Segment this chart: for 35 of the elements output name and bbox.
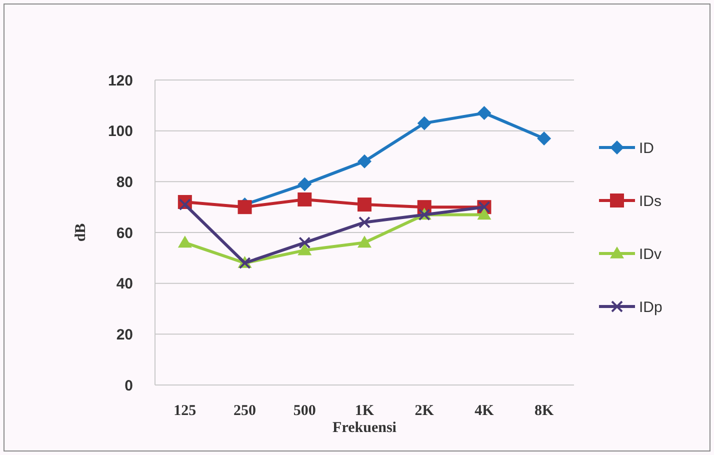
- x-tick-label: 125: [174, 403, 196, 419]
- point: [298, 177, 312, 192]
- y-tick-label: 120: [108, 72, 133, 90]
- point: [358, 198, 372, 212]
- y-tick-label: 100: [108, 123, 133, 140]
- x-tick-label: 2K: [414, 403, 434, 419]
- point: [298, 243, 312, 256]
- x-tick-label: 1K: [354, 403, 374, 419]
- legend-label: IDp: [639, 298, 662, 316]
- legend-label: ID: [639, 140, 654, 157]
- x-tick-label: 500: [293, 403, 316, 419]
- point: [298, 236, 311, 249]
- point: [477, 106, 492, 120]
- point: [477, 208, 492, 220]
- point: [298, 192, 312, 206]
- legend-label: IDs: [639, 192, 662, 210]
- point: [358, 216, 370, 228]
- y-tick-label: 40: [116, 276, 133, 293]
- x-axis-title: Frekuensi: [332, 420, 396, 436]
- x-tick-label: 250: [234, 403, 256, 419]
- point: [358, 154, 372, 168]
- point: [537, 131, 552, 146]
- y-tick-label: 0: [124, 377, 133, 394]
- y-tick-label: 60: [116, 224, 133, 242]
- legend-label: IDv: [639, 246, 662, 263]
- point: [178, 198, 191, 211]
- point: [417, 116, 432, 130]
- y-tick-label: 80: [116, 174, 133, 191]
- y-axis-title: dB: [73, 223, 89, 242]
- x-tick-label: 8K: [534, 403, 554, 419]
- point: [358, 236, 372, 248]
- point: [238, 200, 252, 214]
- point: [178, 236, 192, 248]
- y-tick-label: 20: [116, 326, 133, 344]
- x-tick-label: 4K: [474, 403, 494, 419]
